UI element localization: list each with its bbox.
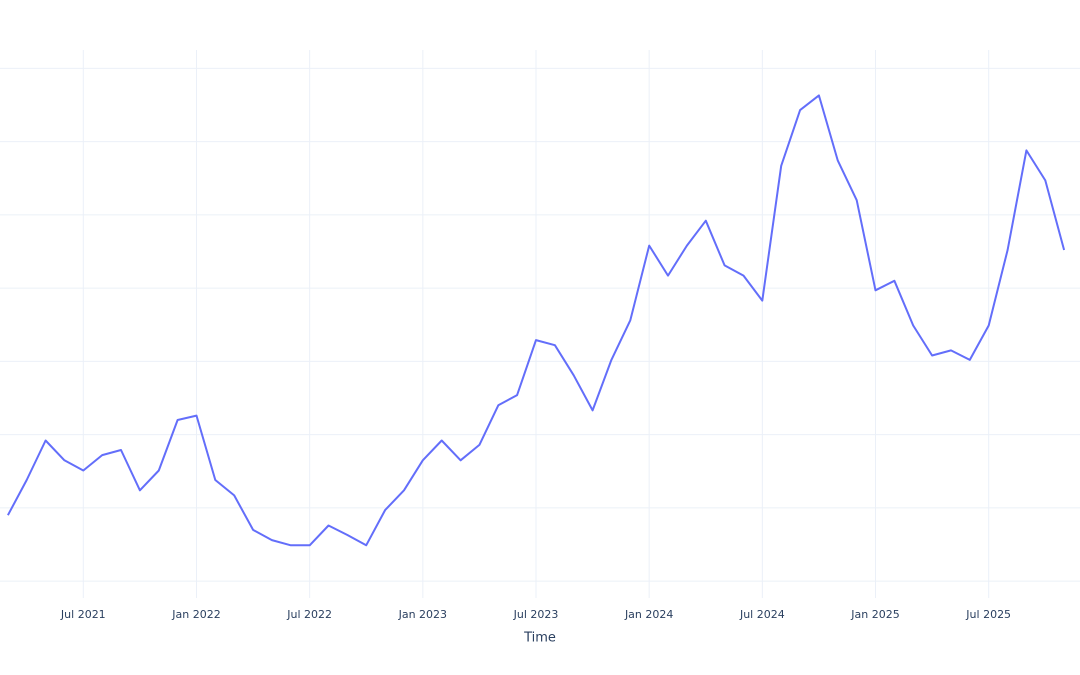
plot-area xyxy=(7,94,1066,547)
x-tick-label: Jan 2025 xyxy=(850,608,899,621)
x-tick-label: Jan 2023 xyxy=(398,608,447,621)
series-line xyxy=(7,94,1066,547)
x-axis-title: Time xyxy=(523,631,556,646)
grid xyxy=(0,50,1080,598)
x-ticks: Jul 2021 Jan 2022 Jul 2022 Jan 2023 Jul 2023… xyxy=(60,608,1011,621)
x-tick-label: Jan 2022 xyxy=(171,608,220,621)
x-tick-label: Jul 2024 xyxy=(739,608,785,621)
x-tick-label: Jul 2025 xyxy=(965,608,1011,621)
x-tick-label: Jul 2022 xyxy=(286,608,332,621)
x-tick-label: Jan 2024 xyxy=(624,608,673,621)
x-tick-label: Jul 2023 xyxy=(513,608,559,621)
x-tick-label: Jul 2021 xyxy=(60,608,106,621)
